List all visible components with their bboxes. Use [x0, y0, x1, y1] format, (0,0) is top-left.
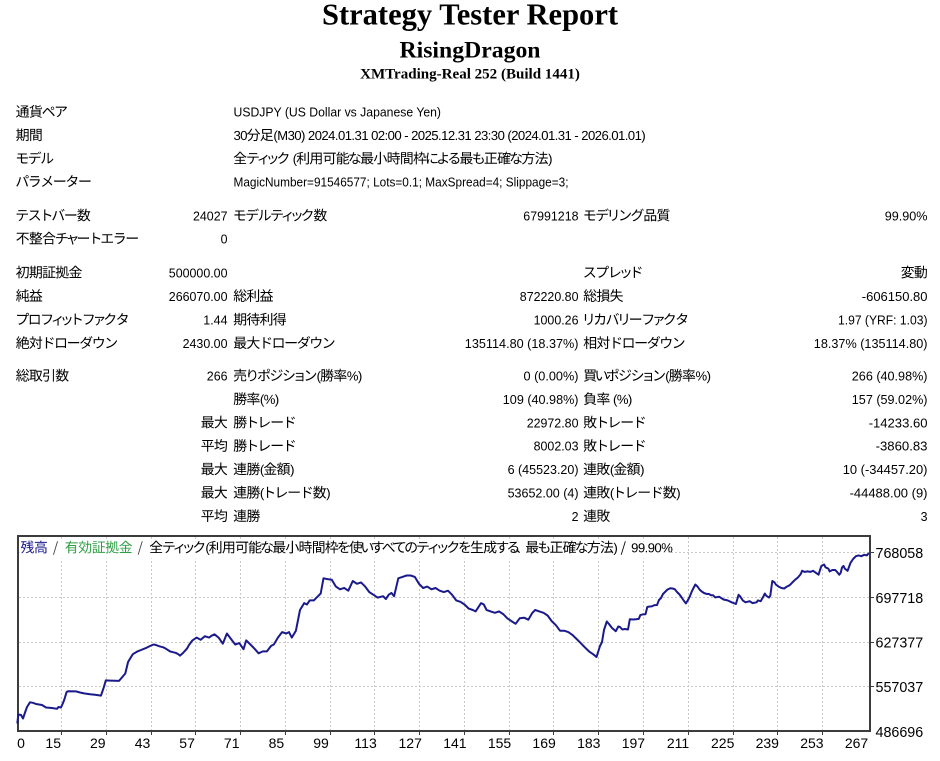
svg-text:-14233.60: -14233.60 [869, 415, 928, 430]
svg-text:XMTrading-Real 252 (Build 1441: XMTrading-Real 252 (Build 1441) [360, 67, 580, 83]
svg-text:0: 0 [221, 231, 228, 246]
svg-text:1.44: 1.44 [203, 312, 227, 327]
svg-text:155: 155 [488, 735, 512, 751]
svg-text:169: 169 [532, 735, 556, 751]
svg-text:85: 85 [269, 735, 285, 751]
svg-text:8002.03: 8002.03 [534, 439, 579, 454]
svg-text:53652.00 (4): 53652.00 (4) [508, 486, 579, 501]
svg-text:-44488.00 (9): -44488.00 (9) [850, 486, 928, 501]
svg-text:253: 253 [800, 735, 824, 751]
svg-text:99.90%: 99.90% [885, 208, 928, 223]
svg-text:15: 15 [45, 735, 61, 751]
svg-text:43: 43 [135, 735, 151, 751]
svg-text:3: 3 [921, 509, 928, 524]
svg-text:-606150.80: -606150.80 [862, 289, 928, 304]
svg-text:2430.00: 2430.00 [183, 336, 228, 351]
svg-text:183: 183 [577, 735, 601, 751]
svg-text:22972.80: 22972.80 [527, 415, 579, 430]
svg-text:500000.00: 500000.00 [169, 265, 228, 280]
svg-text:0 (0.00%): 0 (0.00%) [524, 369, 579, 384]
svg-text:99: 99 [313, 735, 329, 751]
svg-text:486696: 486696 [876, 725, 924, 741]
svg-text:109 (40.98%): 109 (40.98%) [503, 392, 579, 407]
svg-text:24027: 24027 [193, 208, 228, 223]
svg-text:USDJPY (US Dollar vs Japanese: USDJPY (US Dollar vs Japanese Yen) [234, 105, 442, 120]
svg-text:225: 225 [711, 735, 735, 751]
svg-text:239: 239 [756, 735, 780, 751]
svg-text:266: 266 [207, 369, 228, 384]
svg-text:67991218: 67991218 [523, 208, 578, 223]
svg-text:0: 0 [17, 735, 25, 751]
svg-text:768058: 768058 [876, 546, 924, 562]
svg-text:267: 267 [845, 735, 869, 751]
svg-text:2: 2 [572, 509, 579, 524]
svg-text:627377: 627377 [876, 636, 924, 652]
svg-text:1000.26: 1000.26 [534, 312, 579, 327]
svg-text:157 (59.02%): 157 (59.02%) [852, 392, 928, 407]
svg-text:-3860.83: -3860.83 [876, 439, 928, 454]
svg-text:211: 211 [667, 735, 690, 751]
svg-text:113: 113 [354, 735, 377, 751]
svg-text:266070.00: 266070.00 [169, 289, 228, 304]
svg-text:10 (-34457.20): 10 (-34457.20) [843, 462, 928, 477]
svg-text:6 (45523.20): 6 (45523.20) [508, 462, 579, 477]
svg-text:872220.80: 872220.80 [520, 289, 579, 304]
svg-text:MagicNumber=91546577; Lots=0.1: MagicNumber=91546577; Lots=0.1; MaxSprea… [234, 174, 569, 189]
svg-text:557037: 557037 [876, 680, 924, 696]
svg-text:141: 141 [443, 735, 467, 751]
svg-text:18.37% (135114.80): 18.37% (135114.80) [814, 336, 928, 351]
svg-text:29: 29 [90, 735, 106, 751]
svg-text:127: 127 [399, 735, 423, 751]
svg-text:RisingDragon: RisingDragon [399, 38, 540, 64]
svg-text:135114.80 (18.37%): 135114.80 (18.37%) [465, 336, 579, 351]
svg-text:197: 197 [622, 735, 646, 751]
svg-text:71: 71 [224, 735, 240, 751]
svg-text:1.97 (YRF: 1.03): 1.97 (YRF: 1.03) [838, 312, 928, 327]
svg-text:266 (40.98%): 266 (40.98%) [852, 369, 928, 384]
svg-text:57: 57 [179, 735, 195, 751]
svg-text:697718: 697718 [876, 591, 924, 607]
svg-text:Strategy Tester Report: Strategy Tester Report [322, 0, 619, 32]
